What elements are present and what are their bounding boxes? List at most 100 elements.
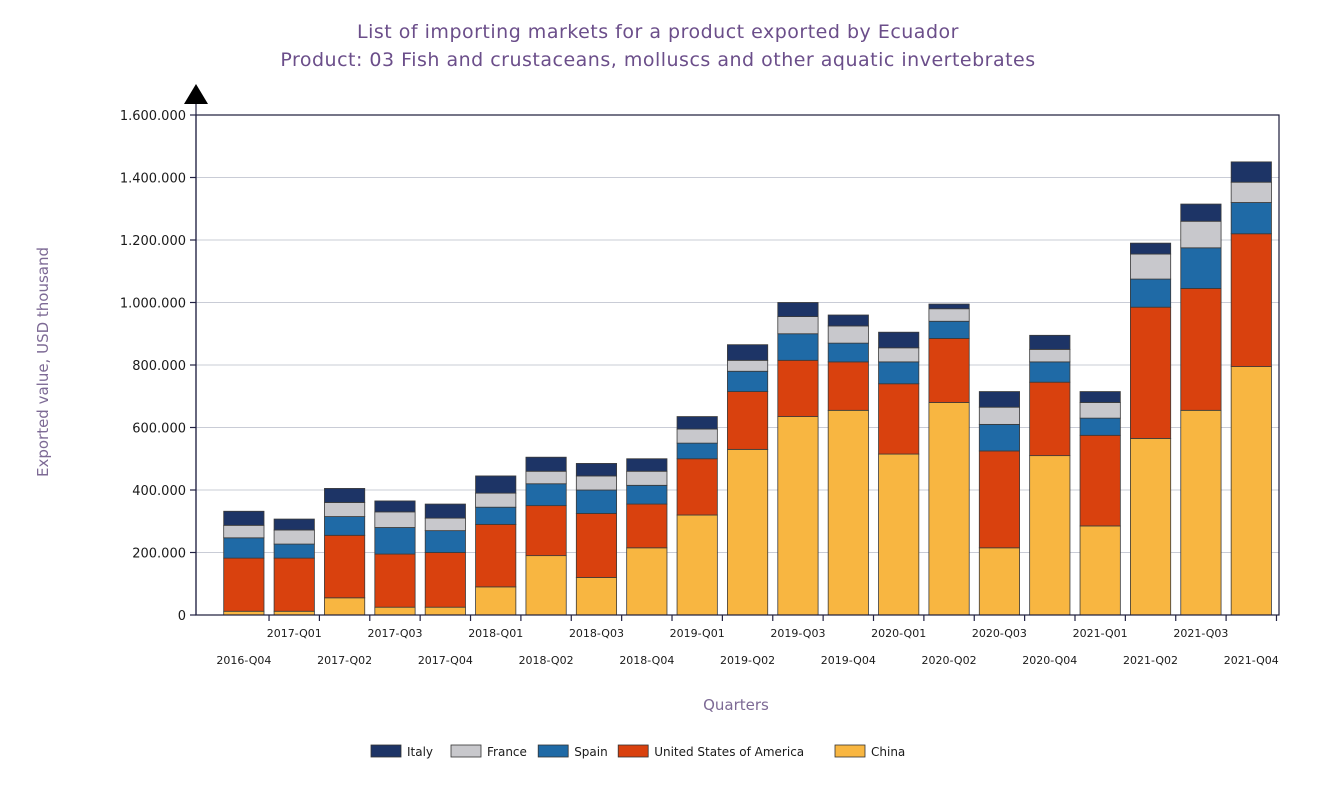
bar-segment	[374, 500, 416, 513]
bar-segment	[575, 577, 618, 616]
legend-swatch	[370, 744, 402, 758]
bar-segment	[626, 458, 668, 472]
bar-segment	[978, 406, 1020, 425]
bar-segment	[1130, 278, 1172, 308]
y-tick-label: 400.000	[132, 484, 186, 499]
bar-segment	[475, 475, 517, 494]
bar-segment	[676, 416, 718, 430]
bar-segment	[1130, 438, 1172, 616]
x-tick-label: 2020-Q04	[1022, 654, 1077, 667]
bar-segment	[878, 383, 920, 455]
bar-segment	[626, 503, 668, 549]
bar-segment	[1079, 417, 1121, 436]
bar-segment	[777, 416, 819, 616]
x-tick-label: 2016-Q04	[216, 654, 271, 667]
x-tick-label: 2021-Q03	[1173, 627, 1228, 640]
bar-segment	[676, 514, 718, 616]
x-tick-label: 2019-Q01	[670, 627, 725, 640]
bar-segment	[777, 302, 819, 317]
bar-segment	[525, 470, 567, 485]
legend-swatch	[834, 744, 866, 758]
bar-segment	[727, 448, 769, 616]
bar-segment	[575, 475, 618, 491]
bar-segment	[1180, 203, 1222, 222]
x-tick-label: 2018-Q01	[468, 627, 523, 640]
bar-segment	[676, 458, 718, 516]
bar-segment	[1230, 366, 1272, 616]
bar-segment	[777, 316, 819, 335]
y-tick-label: 800.000	[132, 359, 186, 374]
x-tick-label: 2017-Q01	[267, 627, 322, 640]
bar-segment	[827, 409, 869, 616]
bar-segment	[928, 320, 970, 339]
y-tick-label: 600.000	[132, 422, 186, 437]
y-axis-arrow	[184, 84, 208, 104]
x-tick-label: 2021-Q01	[1073, 627, 1128, 640]
legend-swatch	[537, 744, 569, 758]
bar-segment	[626, 470, 668, 486]
bar-segment	[727, 344, 769, 361]
x-tick-label: 2018-Q02	[519, 654, 574, 667]
bar-segment	[1029, 348, 1071, 363]
y-axis-title: Exported value, USD thousand	[34, 247, 52, 477]
x-tick-label: 2020-Q03	[972, 627, 1027, 640]
bar-segment	[273, 557, 315, 612]
bar-segment	[727, 370, 769, 392]
y-tick-label: 1.000.000	[120, 297, 186, 312]
bar-segment	[928, 303, 970, 310]
bar-segment	[324, 502, 366, 517]
bar-segment	[777, 359, 819, 417]
bar-segment	[575, 513, 618, 578]
bar-segment	[1130, 242, 1172, 255]
bar-segment	[324, 488, 366, 503]
x-tick-label: 2017-Q04	[418, 654, 473, 667]
bar-segment	[273, 543, 315, 559]
bar-segment	[525, 483, 567, 507]
bar-segment	[878, 453, 920, 616]
bar-segment	[223, 537, 265, 559]
bar-segment	[676, 442, 718, 460]
bar-segment	[878, 331, 920, 349]
bar-segment	[1180, 247, 1222, 289]
chart-title: List of importing markets for a product …	[357, 21, 959, 43]
y-tick-label: 1.200.000	[120, 234, 186, 249]
x-tick-label: 2019-Q02	[720, 654, 775, 667]
bar-segment	[928, 308, 970, 322]
bar-segment	[1230, 233, 1272, 367]
bar-segment	[273, 518, 315, 531]
bar-segment	[424, 530, 466, 553]
bar-segment	[324, 534, 366, 599]
bar-segment	[424, 552, 466, 608]
y-tick-label: 200.000	[132, 547, 186, 562]
chart-subtitle: Product: 03 Fish and crustaceans, mollus…	[280, 49, 1035, 71]
legend-label: Spain	[574, 745, 608, 759]
bar-segment	[1130, 253, 1172, 280]
bar-segment	[827, 342, 869, 363]
bar-segment	[727, 391, 769, 450]
y-tick-label: 0	[178, 609, 186, 624]
legend-label: France	[487, 745, 527, 759]
x-tick-label: 2020-Q01	[871, 627, 926, 640]
bar-segment	[223, 510, 265, 526]
bar-segment	[475, 523, 517, 588]
bar-segment	[626, 547, 668, 616]
bar-segment	[928, 338, 970, 403]
x-tick-label: 2018-Q03	[569, 627, 624, 640]
bar-segment	[878, 361, 920, 385]
bar-segment	[475, 586, 517, 616]
bar-segment	[1079, 391, 1121, 403]
bar-segment	[475, 492, 517, 508]
bar-segment	[525, 555, 567, 616]
bar-segment	[1029, 381, 1071, 457]
bar-segment	[525, 505, 567, 557]
legend-label: Italy	[407, 745, 433, 759]
x-tick-label: 2019-Q03	[770, 627, 825, 640]
bar-segment	[978, 391, 1020, 408]
y-tick-label: 1.400.000	[120, 172, 186, 187]
bar-segment	[1230, 181, 1272, 203]
bar-segment	[676, 428, 718, 444]
bar-segment	[475, 506, 517, 525]
legend-swatch	[450, 744, 482, 758]
bar-segment	[727, 359, 769, 372]
